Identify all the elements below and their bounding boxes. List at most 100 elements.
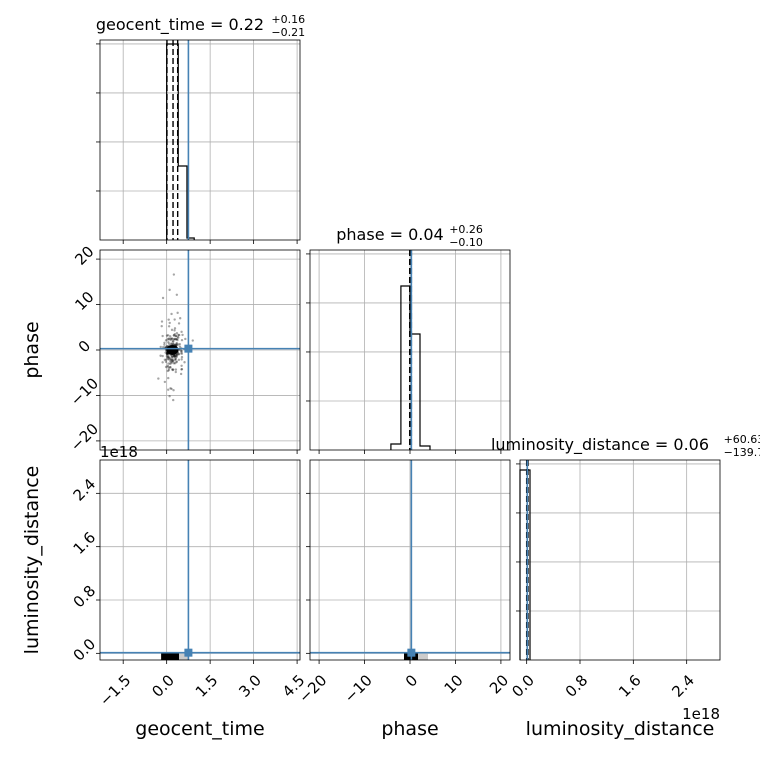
scatter-point bbox=[165, 345, 169, 348]
scatter-point bbox=[163, 358, 167, 362]
xtick-label-luminosity_distance-2: 1.6 bbox=[615, 671, 645, 701]
scatter-point bbox=[167, 355, 170, 359]
xtick-label-luminosity_distance-1: 0.8 bbox=[562, 671, 592, 701]
scatter-point bbox=[180, 355, 184, 359]
xtick-label-geocent_time-0: −1.5 bbox=[96, 671, 134, 709]
scatter-point bbox=[164, 365, 168, 369]
scatter-point bbox=[166, 364, 169, 367]
xtick-label-luminosity_distance-0: 0.0 bbox=[508, 671, 538, 701]
scatter-point bbox=[180, 352, 184, 355]
panel-luminosity_distance-luminosity_distance-title-upper: +60.63 bbox=[724, 433, 760, 446]
scatter-point bbox=[177, 333, 180, 337]
scatter-point bbox=[175, 342, 178, 346]
scatter-point bbox=[167, 340, 170, 344]
scatter-point bbox=[166, 365, 170, 369]
scatter-point bbox=[161, 361, 164, 364]
panel-geocent_time-geocent_time-frame bbox=[99, 39, 301, 241]
scatter-point bbox=[177, 336, 180, 339]
ytick-label-phase-3: 10 bbox=[71, 288, 97, 314]
scatter-point bbox=[164, 339, 168, 342]
scatter-point bbox=[167, 325, 171, 328]
scatter-point bbox=[168, 395, 171, 398]
scatter-point bbox=[173, 337, 176, 341]
scatter-point bbox=[167, 342, 171, 345]
scatter-point bbox=[164, 358, 168, 361]
xaxis-label-phase: phase bbox=[381, 718, 438, 740]
scatter-point bbox=[170, 357, 173, 361]
scatter-point bbox=[174, 338, 177, 341]
scatter-point bbox=[180, 330, 183, 334]
scatter-point bbox=[177, 322, 181, 325]
scatter-point bbox=[163, 380, 167, 384]
scatter-point bbox=[174, 337, 178, 341]
scatter-point bbox=[173, 329, 176, 332]
scatter-point bbox=[178, 317, 182, 320]
scatter-point bbox=[161, 334, 164, 338]
scatter-point bbox=[175, 337, 179, 341]
scatter-point bbox=[171, 358, 175, 361]
panel-geocent_time-geocent_time-title-lower: −0.21 bbox=[271, 26, 305, 39]
scatter-point bbox=[170, 312, 173, 316]
scatter-point bbox=[180, 351, 183, 354]
scatter-point bbox=[180, 338, 184, 342]
scatter-point bbox=[173, 355, 176, 358]
scatter-point bbox=[170, 360, 173, 364]
ytick-label-luminosity_distance-1: 0.8 bbox=[70, 582, 100, 612]
panel-luminosity_distance-luminosity_distance-title-lower: −139.73 bbox=[724, 446, 760, 459]
scatter-point bbox=[167, 337, 170, 340]
scatter-point bbox=[176, 311, 179, 315]
scatter-point bbox=[171, 342, 174, 345]
panel-geocent_time-luminosity_distance-frame bbox=[99, 459, 301, 661]
scatter-point bbox=[175, 293, 179, 296]
scatter-point bbox=[174, 354, 178, 357]
scatter-point bbox=[171, 355, 174, 359]
xaxis-label-geocent_time: geocent_time bbox=[135, 718, 264, 740]
scatter-point bbox=[160, 324, 163, 328]
scatter-point bbox=[174, 334, 178, 338]
scatter-point bbox=[169, 338, 172, 342]
scatter-point bbox=[165, 354, 169, 358]
ytick-label-phase-0: −20 bbox=[67, 420, 102, 455]
scatter-point bbox=[175, 355, 178, 359]
scatter-point bbox=[167, 367, 171, 370]
scatter-point bbox=[175, 361, 178, 364]
scatter-point bbox=[170, 328, 174, 332]
scatter-point bbox=[175, 332, 179, 335]
scatter-point bbox=[167, 318, 170, 321]
scatter-point bbox=[159, 345, 162, 349]
ytick-label-luminosity_distance-3: 2.4 bbox=[70, 475, 100, 505]
scatter-point bbox=[173, 354, 176, 358]
xaxis-offset-label: 1e18 bbox=[682, 705, 720, 723]
scatter-point bbox=[161, 345, 165, 349]
scatter-point bbox=[169, 366, 172, 369]
scatter-point bbox=[165, 334, 169, 337]
scatter-point bbox=[161, 296, 165, 300]
scatter-point bbox=[166, 334, 170, 337]
scatter-point bbox=[177, 333, 181, 337]
scatter-point bbox=[172, 360, 175, 363]
panel-phase-phase-title-upper: +0.26 bbox=[449, 223, 483, 236]
panel-geocent_time-geocent_time-title: geocent_time = 0.22 bbox=[96, 15, 264, 35]
scatter-point bbox=[163, 341, 166, 344]
scatter-point bbox=[171, 337, 174, 340]
scatter-point bbox=[168, 288, 171, 292]
scatter-point bbox=[177, 343, 180, 346]
panel-luminosity_distance-luminosity_distance-title: luminosity_distance = 0.06 bbox=[491, 435, 709, 455]
scatter-point bbox=[157, 377, 160, 380]
scatter-point bbox=[173, 327, 177, 330]
xtick-label-luminosity_distance-3: 2.4 bbox=[668, 671, 698, 701]
ytick-label-luminosity_distance-0: 0.0 bbox=[70, 635, 100, 665]
scatter-point bbox=[171, 355, 174, 358]
scatter-point bbox=[173, 362, 177, 365]
yaxis-offset-label: 1e18 bbox=[100, 443, 138, 461]
scatter-point bbox=[175, 354, 179, 357]
scatter-point bbox=[169, 387, 172, 390]
panel-phase-phase-title: phase = 0.04 bbox=[336, 225, 443, 244]
scatter-point bbox=[166, 356, 169, 359]
scatter-point bbox=[176, 353, 179, 356]
panel-geocent_time-luminosity_distance-truth-marker bbox=[184, 648, 193, 657]
scatter-point bbox=[159, 354, 162, 357]
scatter-point bbox=[170, 359, 174, 362]
panel-geocent_time-geocent_time-histogram bbox=[166, 43, 195, 240]
